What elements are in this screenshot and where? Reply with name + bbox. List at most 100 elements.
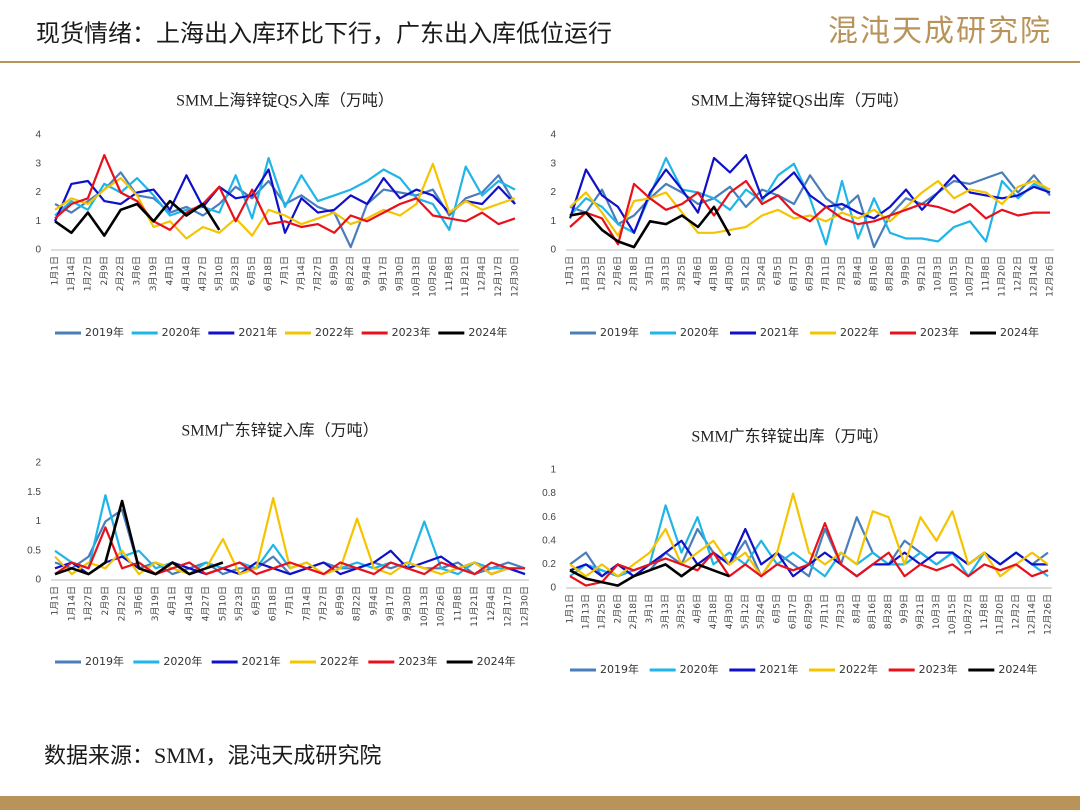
x-tick-label: 4月18日 [708,594,719,629]
x-tick-label: 10月13日 [419,586,430,627]
legend-label: 2022年 [839,662,878,676]
x-tick-label: 1月1日 [565,256,576,285]
y-tick-label: 0.4 [542,535,556,546]
legend-label: 2021年 [760,325,799,339]
x-tick-label: 1月25日 [597,256,608,291]
y-tick-label: 4 [35,130,41,141]
x-tick-label: 7月1日 [280,256,291,285]
legend-label: 2020年 [163,654,202,668]
series-line [569,156,1051,246]
x-tick-label: 8月16日 [869,256,880,291]
x-tick-label: 4月18日 [709,256,720,291]
x-tick-label: 7月14日 [301,586,312,621]
x-tick-label: 1月1日 [565,594,576,623]
y-tick-label: 1 [35,216,41,227]
x-tick-label: 12月14日 [1029,256,1040,297]
x-tick-label: 5月12日 [741,256,752,291]
x-tick-label: 9月9日 [901,256,912,285]
y-tick-label: 0 [35,245,41,256]
x-tick-label: 8月4日 [851,594,862,623]
legend-label: 2019年 [600,662,639,676]
legend-label: 2020年 [680,325,719,339]
legend-label: 2024年 [998,662,1037,676]
x-tick-label: 5月10日 [214,256,225,291]
legend-label: 2024年 [468,325,507,339]
x-tick-label: 9月17日 [378,256,389,291]
x-tick-label: 2月6日 [612,594,623,623]
x-tick-label: 1月14日 [66,586,77,621]
x-tick-label: 3月25日 [677,256,688,291]
legend-label: 2019年 [85,654,124,668]
x-tick-label: 10月27日 [963,594,974,635]
legend-label: 2020年 [162,325,201,339]
y-tick-label: 1 [35,516,41,527]
series-line [54,156,516,231]
x-tick-label: 7月11日 [819,594,830,629]
legend-label: 2024年 [1000,325,1039,339]
x-tick-label: 5月12日 [740,594,751,629]
y-tick-label: 3 [550,158,556,169]
series-line [569,563,730,587]
x-tick-label: 2月9日 [99,256,110,285]
x-tick-label: 1月25日 [596,594,607,629]
x-tick-label: 3月19日 [150,586,161,621]
x-tick-label: 9月30日 [395,256,406,291]
chart-title: SMM广东锌锭入库（万吨） [181,422,378,440]
x-tick-label: 12月4日 [486,586,497,621]
legend-label: 2023年 [392,325,431,339]
x-tick-label: 1月27日 [82,256,93,291]
legend-label: 2023年 [919,662,958,676]
x-tick-label: 12月2日 [1013,256,1024,291]
x-tick-label: 9月21日 [915,594,926,629]
legend-label: 2024年 [477,654,516,668]
x-tick-label: 10月13日 [411,256,422,297]
x-tick-label: 1月1日 [50,586,61,615]
x-tick-label: 12月26日 [1043,594,1054,635]
x-tick-label: 2月9日 [100,586,111,615]
x-tick-label: 2月6日 [613,256,624,285]
x-tick-label: 2月18日 [629,256,640,291]
y-tick-label: 0.2 [542,559,556,570]
y-tick-label: 1.5 [27,487,41,498]
x-tick-label: 8月22日 [345,256,356,291]
y-tick-label: 3 [35,158,41,169]
x-tick-label: 8月22日 [352,586,363,621]
x-tick-label: 4月30日 [725,256,736,291]
x-tick-label: 10月15日 [949,256,960,297]
legend-label: 2022年 [315,325,354,339]
x-tick-label: 3月13日 [660,594,671,629]
series-line [569,179,1050,246]
x-tick-label: 8月4日 [853,256,864,285]
x-tick-label: 3月6日 [132,256,143,285]
x-tick-label: 10月26日 [436,586,447,627]
x-tick-label: 6月18日 [268,586,279,621]
x-tick-label: 5月10日 [217,586,228,621]
x-tick-label: 7月27日 [318,586,329,621]
footer-bar [0,796,1080,810]
x-tick-label: 1月27日 [83,586,94,621]
x-tick-label: 11月20日 [997,256,1008,297]
y-tick-label: 1 [550,216,556,227]
x-tick-label: 12月17日 [493,256,504,297]
x-tick-label: 11月8日 [444,256,455,291]
y-tick-label: 0 [550,245,556,256]
logo: 混沌天成研究院 [828,15,1052,48]
x-tick-label: 10月15日 [947,594,958,635]
x-tick-label: 3月1日 [644,594,655,623]
series-line [569,492,1049,578]
series-line [569,205,732,249]
legend-label: 2021年 [242,654,281,668]
x-tick-label: 9月4日 [368,586,379,615]
x-tick-label: 5月23日 [234,586,245,621]
x-tick-label: 11月8日 [452,586,463,621]
x-tick-label: 11月20日 [995,594,1006,635]
source-note: 数据来源：SMM，混沌天成研究院 [44,743,381,768]
x-tick-label: 7月1日 [285,586,296,615]
x-tick-label: 11月21日 [460,256,471,297]
x-tick-label: 8月9日 [329,256,340,285]
x-tick-label: 8月9日 [335,586,346,615]
y-tick-label: 0 [35,575,41,586]
x-tick-label: 9月9日 [899,594,910,623]
x-tick-label: 3月1日 [645,256,656,285]
